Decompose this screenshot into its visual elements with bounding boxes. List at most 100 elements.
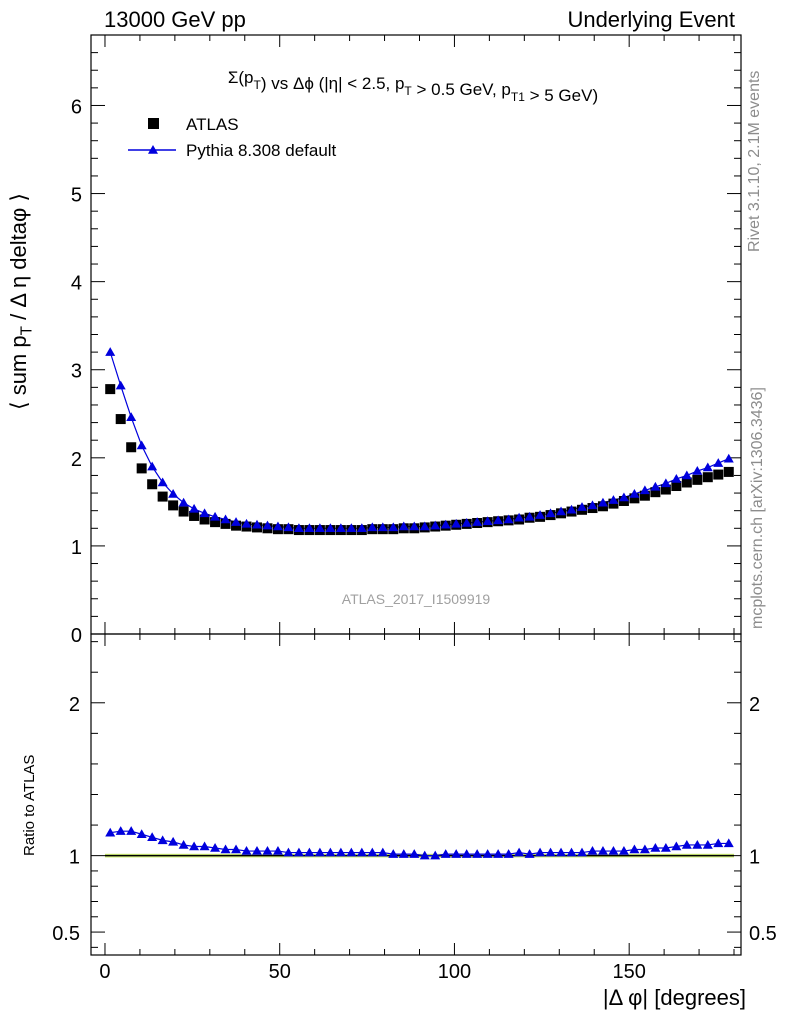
mc-data-point [157,477,168,487]
atlas-data-point [157,491,168,502]
mc-data-point [713,458,724,467]
mc-data-point [231,517,242,526]
ratio-data-point [419,850,430,860]
ratio-data-point [608,846,619,855]
ratio-data-point [398,849,409,858]
mc-data-point [608,495,619,504]
atlas-data-point [147,479,158,490]
mc-data-point [472,517,483,526]
x-tick-label: 150 [612,961,645,983]
ratio-data-point [168,836,179,846]
mc-data-point [304,523,315,533]
ratio-data-point [639,844,650,854]
ratio-data-point [587,846,598,855]
plot-title: Σ(pT) vs Δϕ (|η| < 2.5, pT > 0.5 GeV, pT… [228,68,598,105]
mc-data-point [493,515,504,525]
ratio-data-point [576,847,587,857]
mc-data-point [293,523,304,533]
ratio-data-point [283,847,294,857]
ratio-data-point [178,839,189,849]
mc-data-point [325,523,336,533]
mc-data-point [692,466,703,475]
mc-data-point [671,473,682,483]
mc-data-point [524,511,535,521]
mc-data-point [419,521,430,531]
ratio-data-point [346,847,357,857]
ratio-data-point [272,846,283,855]
legend-mc-marker [148,145,158,154]
ratio-data-point [629,844,640,854]
legend-atlas-marker [148,118,159,129]
header-left: 13000 GeV pp [104,7,246,32]
ratio-data-point [482,849,493,858]
atlas-data-point [629,493,640,504]
atlas-data-point [220,518,231,529]
mc-data-point [105,347,116,356]
ratio-data-point [293,847,304,857]
main-panel: 0 1 2 3 4 5 6 [71,34,742,647]
mc-data-point [514,512,525,522]
ratio-data-point [440,849,451,858]
mc-data-point [503,514,514,524]
ratio-data-point [241,846,252,855]
mc-data-point [681,470,692,480]
legend-atlas-label: ATLAS [186,115,239,134]
mc-data-point [650,481,661,491]
x-tick-label: 50 [269,961,291,983]
mc-data-point [241,518,252,528]
y-tick-label: 4 [71,273,82,295]
atlas-data-point [210,517,221,528]
mc-data-point [377,522,388,532]
ratio-data-point [325,847,336,857]
mc-data-point [199,508,210,518]
ratio-y-tick-label: 1 [69,847,80,869]
mc-data-point [178,497,189,507]
mc-data-point [660,478,671,488]
y-tick-label: 5 [71,185,82,207]
mc-data-point [409,521,420,531]
ratio-data-point [451,849,462,858]
ratio-data-point [524,849,535,858]
ratio-data-point [461,849,472,858]
ratio-data-point [660,843,671,852]
mc-data-point [388,522,399,532]
ratio-data-point [650,843,661,852]
ratio-data-point [618,846,629,855]
ratio-data-point [503,849,514,858]
mc-data-point [461,518,472,527]
atlas-data-point [178,506,189,517]
mc-data-point [126,412,137,422]
atlas-data-point [105,384,116,395]
mc-data-point [147,461,158,471]
ratio-data-point [189,841,200,851]
mc-data-point [723,453,734,463]
y-tick-label: 6 [71,96,82,118]
mc-data-point [220,514,231,524]
mc-data-point [618,492,629,502]
mc-data-point [545,508,556,518]
ratio-data-point [220,844,231,854]
titles: Σ(pT) vs Δϕ (|η| < 2.5, pT > 0.5 GeV, pT… [228,68,598,607]
mc-data-point [262,520,273,530]
ratio-data-point [335,847,346,857]
mc-data-point [535,510,546,519]
mc-data-point [189,503,200,513]
ratio-data-point [671,841,682,851]
ratio-data-point [545,847,556,857]
ratio-data-point [115,826,126,835]
y-tick-label: 1 [71,537,82,559]
ratio-data-point [231,844,242,854]
ratio-data-point [472,849,483,858]
mc-data-point [356,523,367,533]
atlas-data-point [671,481,682,492]
ratio-data-point [367,847,378,857]
mc-data-point [367,522,378,532]
atlas-data-point [723,466,734,477]
ratio-data-point [136,829,147,838]
atlas-data-point [681,477,692,488]
mc-data-point [451,518,462,528]
ratio-data-point [356,847,367,857]
mc-data-point [629,488,640,498]
ratio-y-tick-label-right: 1 [749,847,760,869]
